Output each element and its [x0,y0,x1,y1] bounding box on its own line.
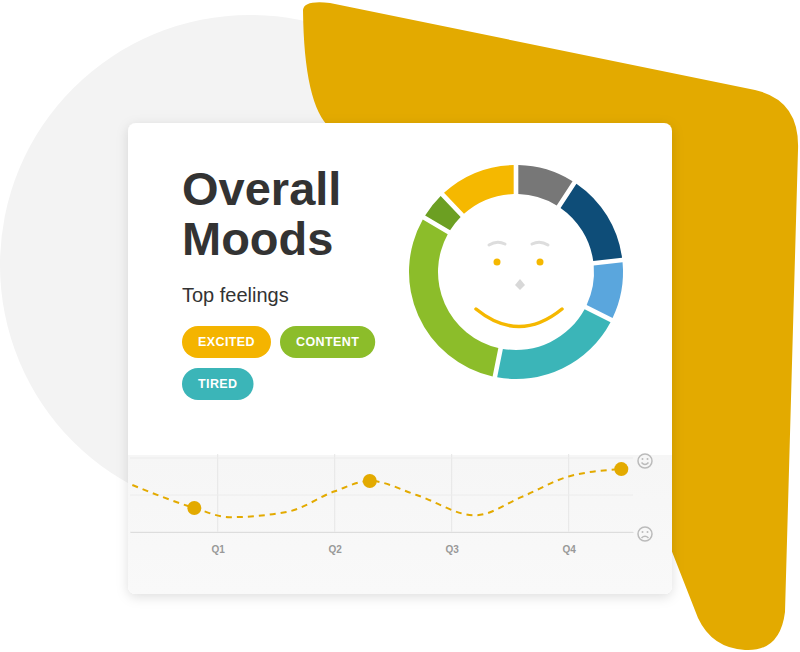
plot-marks [132,462,628,517]
x-tick: Q4 [562,532,576,555]
x-tick-label: Q3 [446,544,460,555]
x-tick-label: Q1 [212,544,226,555]
grid-line-x [217,454,218,532]
smiley-face [476,242,562,326]
subtitle: Top feelings [182,284,289,306]
grid-line-y [130,532,633,533]
icon-eye [642,531,644,533]
pill-label: CONTENT [296,335,359,349]
card-bottom-panel [128,455,672,594]
x-tick: Q1 [212,532,226,555]
x-tick: Q3 [446,532,460,555]
donut-slice [587,262,623,318]
icon-mouth [642,463,649,465]
x-axis-line [131,532,634,533]
icon-eye [647,531,649,533]
smile [476,309,562,327]
grid-line-x [568,454,569,532]
series-marker [363,474,377,488]
donut [409,165,623,379]
icon-outline [638,454,652,468]
pill: EXCITED [182,326,271,358]
donut-slice [561,184,622,261]
icon-mouth [642,536,649,538]
eye [494,259,501,266]
eye [537,259,544,266]
icon-happy [638,454,652,468]
x-axis: Q1 Q2 Q3 Q4 [131,532,634,555]
grid [130,454,633,532]
page: OverallMoods Top feelings EXCITED CONTENT TI… [0,0,800,652]
series-marker [614,462,628,476]
title: OverallMoods [182,162,341,265]
pill-label: EXCITED [198,335,255,349]
nose [515,279,525,290]
pill-bg [182,368,254,400]
pill-label: TIRED [198,377,238,391]
icon-eye [647,458,649,460]
x-tick: Q2 [329,532,343,555]
icon-eye [642,458,644,460]
donut-slice [409,219,498,376]
x-tick-label: Q4 [562,544,576,555]
pill-bg [182,326,271,358]
pill-bg [280,326,375,358]
grid-line-y [130,458,633,459]
series-marker [187,501,201,515]
eyebrow [532,242,548,245]
grid-line-x [451,454,452,532]
card [128,123,672,594]
eyebrow [489,242,505,245]
icon-outline [638,527,652,541]
x-tick-label: Q2 [329,544,343,555]
icon-sad [638,527,652,541]
pill: TIRED [182,368,254,400]
pill: CONTENT [280,326,375,358]
series-line [132,469,621,517]
donut-slice [444,165,514,214]
donut-slice [497,309,610,379]
line-chart: Q1 Q2 Q3 Q4 [130,454,652,555]
grid-line-x [334,454,335,532]
donut-slice [518,165,572,205]
grid-line-y [130,495,633,496]
